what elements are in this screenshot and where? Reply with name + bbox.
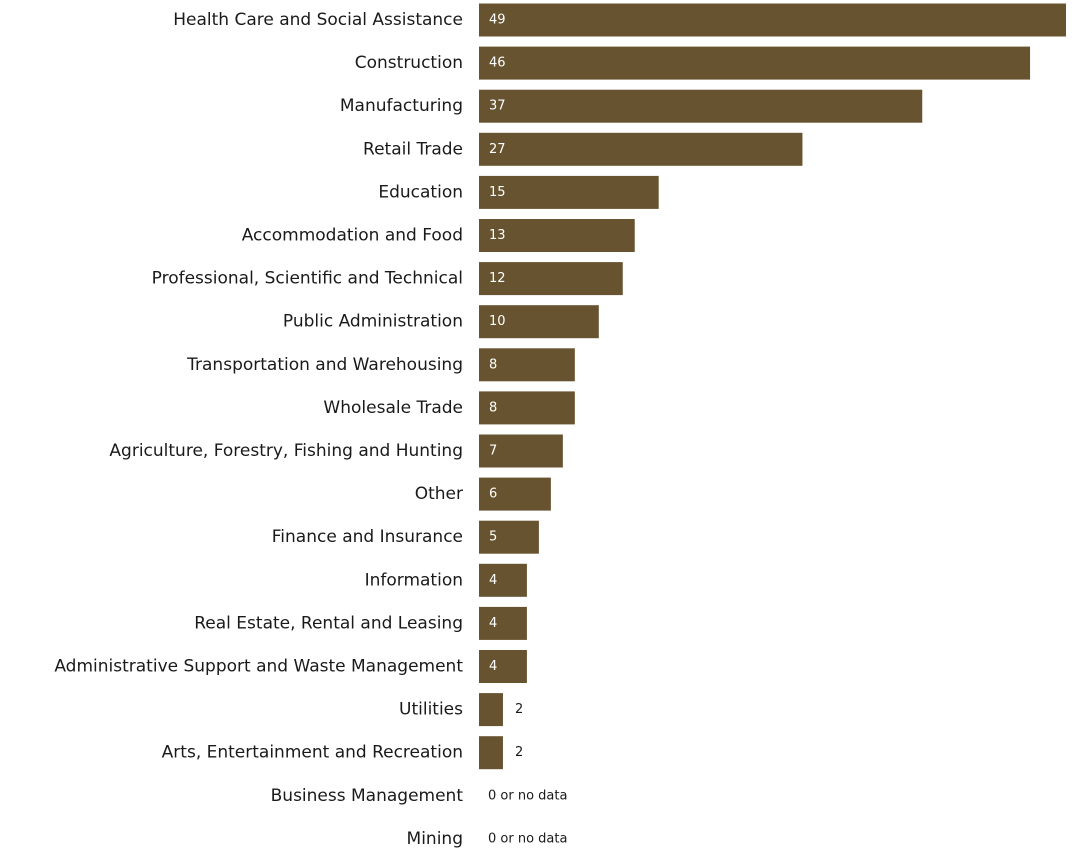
value-label: 4 — [489, 659, 497, 674]
bar — [479, 391, 575, 425]
category-label: Health Care and Social Assistance — [173, 10, 463, 30]
value-label: 12 — [489, 271, 506, 286]
category-label: Education — [378, 182, 463, 202]
category-label: Finance and Insurance — [272, 527, 463, 547]
category-label: Mining — [407, 829, 463, 849]
value-label: 8 — [489, 357, 497, 372]
bar — [479, 219, 635, 252]
value-label: 6 — [489, 487, 497, 502]
no-data-label: 0 or no data — [488, 788, 567, 803]
value-label: 8 — [489, 400, 497, 415]
bar — [479, 175, 659, 209]
bar — [479, 477, 551, 511]
bar — [479, 262, 623, 296]
category-label: Business Management — [271, 786, 464, 806]
category-label: Public Administration — [283, 312, 463, 332]
bar — [479, 693, 503, 727]
bar — [479, 46, 1031, 80]
bar — [479, 606, 527, 640]
bars-group: Health Care and Social Assistance 49 Const… — [54, 3, 1066, 849]
category-label: Transportation and Warehousing — [186, 355, 463, 375]
category-label: Professional, Scientific and Technical — [152, 269, 463, 289]
value-label: 2 — [515, 702, 523, 717]
bar — [479, 650, 527, 683]
value-label: 4 — [489, 616, 497, 631]
category-label: Administrative Support and Waste Managem… — [54, 657, 463, 677]
bar — [479, 736, 503, 770]
category-label: Utilities — [399, 700, 463, 720]
value-label: 27 — [489, 142, 506, 157]
category-label: Information — [365, 570, 463, 590]
bar — [479, 305, 599, 339]
bar — [479, 434, 563, 468]
bar — [479, 89, 923, 123]
value-label: 46 — [489, 56, 506, 71]
value-label: 37 — [489, 99, 506, 114]
value-label: 5 — [489, 530, 497, 545]
bar — [479, 132, 803, 166]
no-data-label: 0 or no data — [488, 831, 567, 846]
category-label: Construction — [355, 53, 463, 73]
value-label: 7 — [489, 444, 497, 459]
category-label: Other — [415, 484, 463, 504]
value-label: 4 — [489, 573, 497, 588]
bar — [479, 3, 1066, 37]
category-label: Wholesale Trade — [323, 398, 463, 418]
value-label: 15 — [489, 185, 506, 200]
category-label: Arts, Entertainment and Recreation — [162, 743, 463, 763]
bar — [479, 348, 575, 382]
bar — [479, 520, 539, 554]
value-label: 49 — [489, 13, 506, 28]
category-label: Manufacturing — [340, 96, 463, 116]
category-label: Real Estate, Rental and Leasing — [194, 613, 463, 633]
category-label: Agriculture, Forestry, Fishing and Hunti… — [109, 441, 463, 461]
value-label: 2 — [515, 745, 523, 760]
value-label: 10 — [489, 314, 506, 329]
bar — [479, 563, 527, 597]
category-label: Retail Trade — [363, 139, 463, 159]
value-label: 13 — [489, 228, 506, 243]
category-label: Accommodation and Food — [242, 226, 463, 246]
